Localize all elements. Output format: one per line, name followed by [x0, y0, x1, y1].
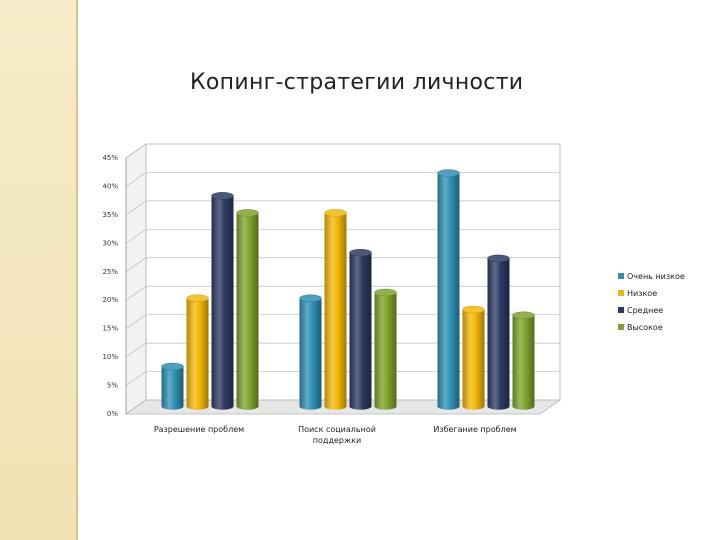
bar-top — [236, 209, 259, 217]
bar — [349, 252, 372, 410]
y-tick-label: 25% — [102, 268, 118, 276]
bar-top — [512, 311, 535, 319]
y-tick-label: 10% — [102, 353, 118, 361]
y-tick-label: 20% — [102, 296, 118, 304]
gridline — [125, 143, 560, 159]
gridline — [125, 228, 560, 244]
slide-title: Копинг-стратегии личности — [190, 70, 524, 95]
decorative-side-panel — [0, 0, 78, 540]
bar — [487, 258, 510, 410]
bar — [437, 173, 460, 410]
legend-swatch — [618, 290, 624, 296]
gridline — [125, 371, 560, 386]
gridline — [125, 257, 560, 273]
x-tick-label: Поиск социальной — [298, 425, 376, 434]
bar — [299, 298, 322, 410]
bar-top — [487, 254, 510, 263]
x-tick-label: поддержки — [313, 436, 361, 445]
bar-top — [437, 169, 460, 177]
y-tick-label: 0% — [107, 410, 118, 418]
gridline — [125, 285, 560, 301]
bar-top — [349, 248, 372, 257]
bar — [324, 212, 347, 410]
legend-swatch — [618, 307, 624, 313]
bar — [374, 292, 397, 410]
bar-top — [462, 305, 485, 314]
bar — [462, 309, 485, 410]
bar — [211, 195, 234, 410]
x-tick-label: Избегание проблем — [433, 425, 516, 434]
bar-top — [299, 294, 322, 302]
y-tick-label: 40% — [102, 182, 118, 190]
y-tick-label: 35% — [102, 211, 118, 219]
x-tick-label: Разрешение проблем — [154, 425, 244, 434]
bar-top — [211, 192, 234, 200]
bar-top — [186, 294, 209, 302]
legend-label: Очень низкое — [627, 272, 685, 281]
gridline — [125, 200, 560, 216]
gridline — [125, 314, 560, 329]
gridline — [125, 172, 560, 187]
y-tick-label: 30% — [102, 239, 118, 247]
gridline — [125, 342, 560, 358]
bar-top — [374, 288, 397, 297]
legend-swatch — [618, 273, 624, 279]
legend-label: Низкое — [627, 289, 657, 298]
legend-label: Высокое — [627, 323, 663, 332]
bar-top — [161, 362, 184, 371]
gridline — [125, 399, 560, 415]
y-tick-label: 45% — [102, 154, 118, 162]
bar — [186, 298, 209, 410]
y-tick-label: 5% — [107, 382, 118, 390]
legend-swatch — [618, 324, 624, 330]
bar-top — [324, 209, 347, 217]
bar — [161, 366, 184, 410]
y-tick-label: 15% — [102, 325, 118, 333]
legend-label: Среднее — [627, 306, 663, 315]
bar — [236, 212, 259, 410]
bar — [512, 315, 535, 410]
